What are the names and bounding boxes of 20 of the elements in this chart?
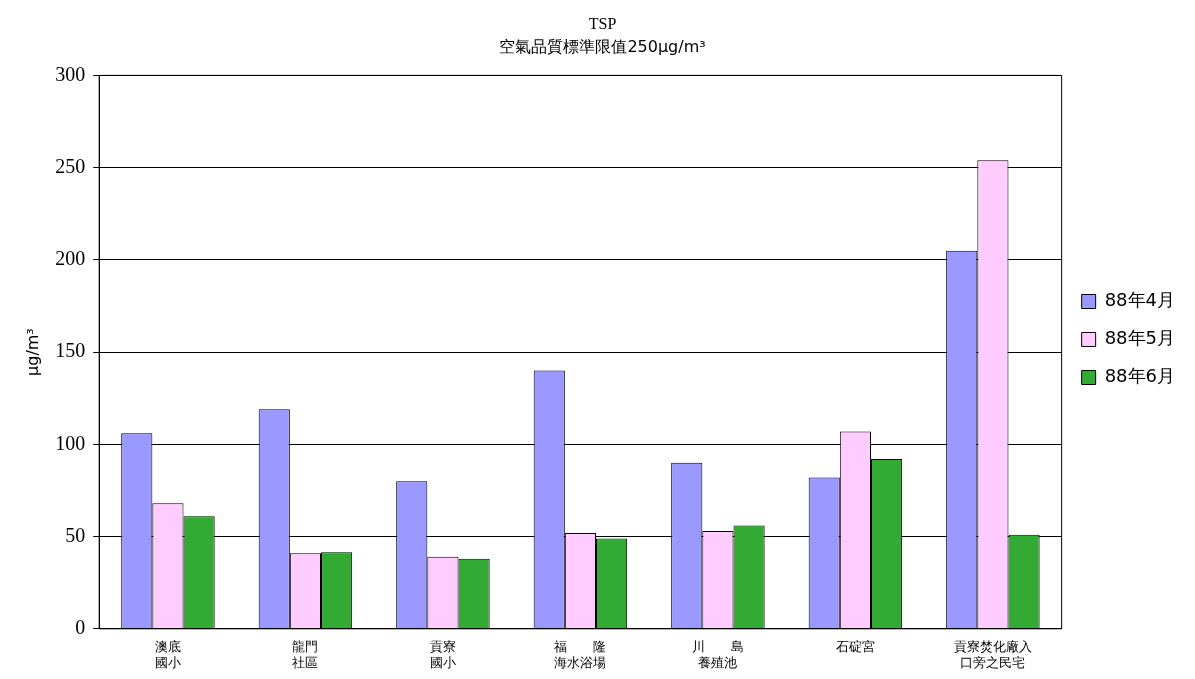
y-tick-label: 300 bbox=[55, 62, 86, 85]
x-tick-label: 龍門社區 bbox=[292, 638, 319, 670]
y-tick-label: 150 bbox=[55, 339, 86, 362]
legend-label: 88年4月 bbox=[1104, 289, 1175, 311]
legend-label: 88年5月 bbox=[1104, 327, 1175, 349]
y-tick-label: 0 bbox=[75, 616, 86, 639]
x-tick-label: 川 島養殖池 bbox=[691, 638, 744, 670]
y-tick-label: 50 bbox=[65, 523, 86, 546]
chart-subtitle: 空氣品質標準限值250μg/m³ bbox=[499, 36, 706, 56]
x-tick-label: 福 隆海水浴場 bbox=[554, 638, 607, 670]
y-tick-label: 200 bbox=[55, 247, 86, 270]
legend-label: 88年6月 bbox=[1104, 365, 1175, 387]
x-tick-label: 石碇宮 bbox=[835, 638, 875, 654]
y-tick-label: 100 bbox=[55, 431, 86, 454]
y-tick-label: 250 bbox=[55, 154, 86, 177]
x-tick-label: 貢寮焚化廠入口旁之民宅 bbox=[953, 638, 1032, 670]
x-tick-label: 貢寮國小 bbox=[429, 638, 456, 670]
x-tick-label: 澳底國小 bbox=[154, 638, 181, 670]
y-axis-title: μg/m³ bbox=[22, 328, 42, 376]
chart-title: TSP bbox=[588, 14, 617, 32]
